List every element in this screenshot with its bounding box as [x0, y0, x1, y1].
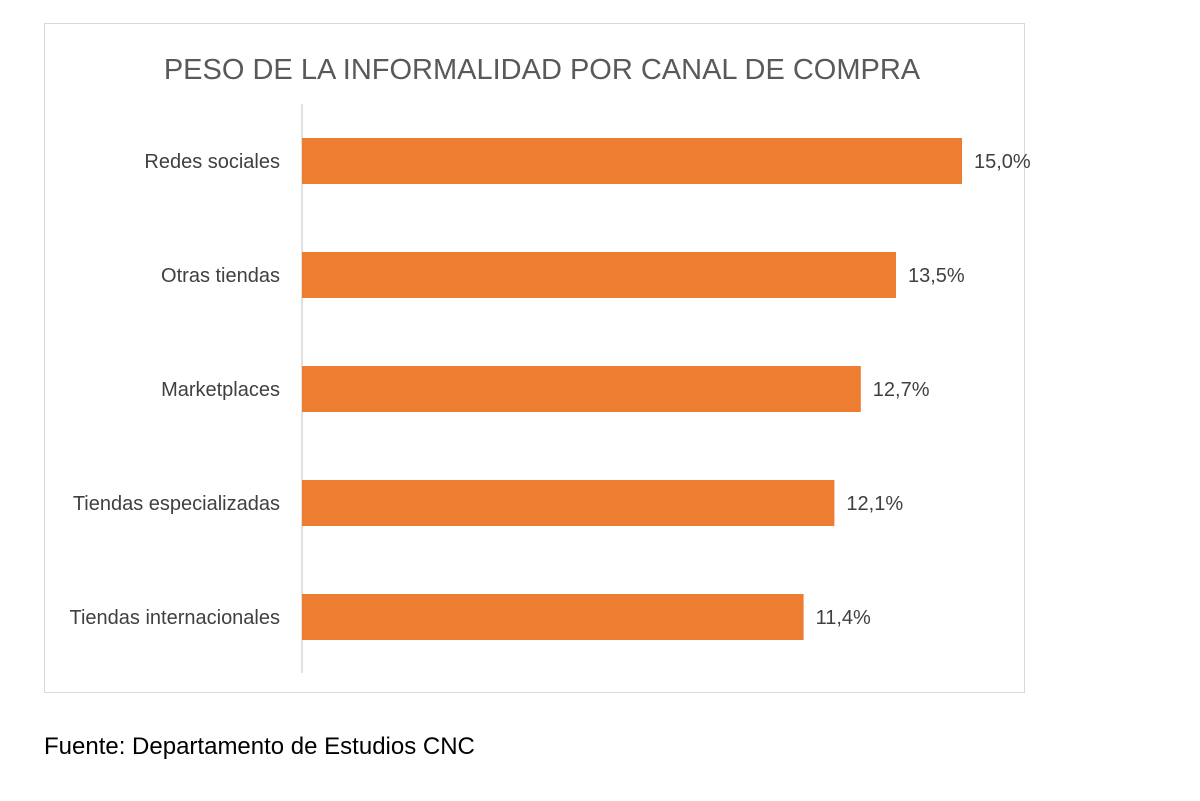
- chart-frame: [44, 23, 1025, 693]
- bar-tiendas-especializadas: [302, 480, 835, 526]
- data-label: 12,7%: [873, 379, 930, 401]
- category-label: Otras tiendas: [161, 265, 280, 287]
- category-label: Tiendas internacionales: [70, 607, 281, 629]
- source-note: Fuente: Departamento de Estudios CNC: [44, 733, 475, 760]
- category-label: Tiendas especializadas: [73, 493, 280, 515]
- bar-redes-sociales: [302, 138, 962, 184]
- chart-title: PESO DE LA INFORMALIDAD POR CANAL DE COM…: [164, 54, 921, 86]
- category-label: Marketplaces: [161, 379, 280, 401]
- data-label: 12,1%: [846, 493, 903, 515]
- bar-tiendas-internacionales: [302, 594, 804, 640]
- bar-otras-tiendas: [302, 252, 896, 298]
- bar-marketplaces: [302, 366, 861, 412]
- data-label: 11,4%: [816, 607, 871, 629]
- data-label: 15,0%: [974, 151, 1031, 173]
- category-label: Redes sociales: [144, 151, 280, 173]
- data-label: 13,5%: [908, 265, 965, 287]
